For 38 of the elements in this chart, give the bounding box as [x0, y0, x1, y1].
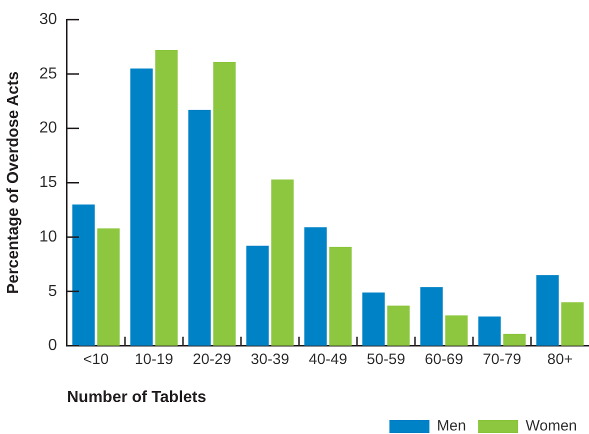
bar [329, 246, 352, 346]
x-axis-title: Number of Tablets [66, 388, 206, 406]
x-tick-label: 60-69 [424, 350, 464, 368]
y-tick-label: 30 [39, 11, 58, 28]
bar [387, 306, 410, 346]
legend-label: Women [526, 418, 578, 434]
y-tick-label: 15 [39, 174, 58, 192]
legend-label: Men [436, 418, 466, 434]
bar [155, 50, 178, 346]
bar [536, 275, 559, 346]
bar [561, 302, 584, 346]
bar [97, 228, 120, 346]
y-tick-label: 25 [39, 65, 58, 82]
bar [246, 246, 269, 346]
x-tick-label: 40-49 [308, 350, 348, 368]
y-tick-label: 5 [48, 282, 58, 300]
y-axis-title: Percentage of Overdose Acts [5, 71, 22, 294]
bar [130, 68, 153, 346]
bar [304, 227, 327, 346]
bar [503, 334, 526, 346]
x-tick-label: 50-59 [366, 350, 406, 368]
bar [420, 287, 443, 346]
bar [478, 316, 501, 346]
bar [362, 292, 385, 346]
bar [72, 204, 95, 346]
bar [445, 315, 468, 346]
bar [213, 62, 236, 346]
y-tick-label: 10 [39, 228, 58, 246]
bar [188, 110, 211, 346]
x-tick-label: 70-79 [482, 350, 522, 368]
y-tick-label: 0 [48, 337, 58, 354]
x-tick-label: <10 [83, 350, 109, 368]
y-tick-label: 20 [39, 120, 58, 137]
bar [271, 179, 294, 346]
x-tick-label: 10-19 [134, 350, 174, 368]
x-tick-label: 30-39 [250, 350, 290, 368]
x-tick-label: 80+ [547, 350, 573, 368]
x-tick-label: 20-29 [192, 350, 232, 368]
